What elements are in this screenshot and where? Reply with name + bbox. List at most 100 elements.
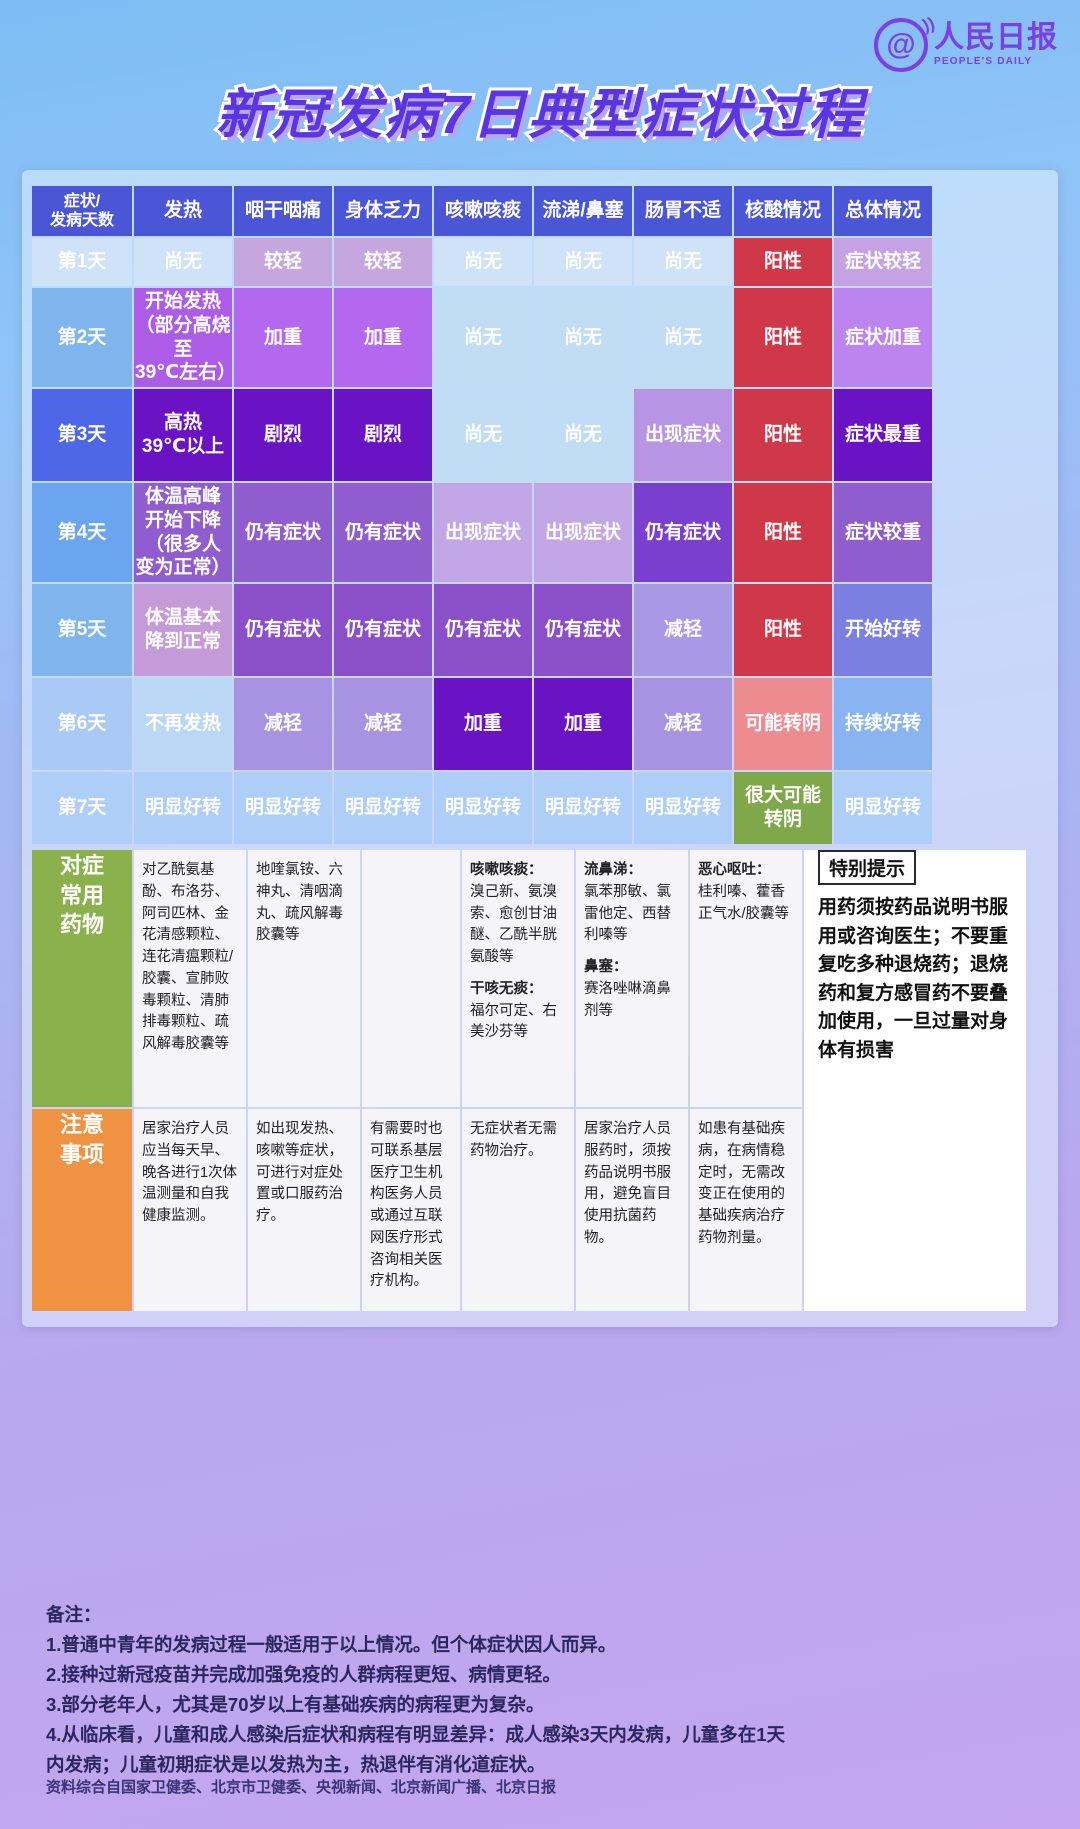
meds-subhead: 干咳无痰： <box>470 980 543 997</box>
cell-gi: 减轻 <box>634 678 732 770</box>
table-row: 第2天 开始发热 （部分高烧至 39℃左右） 加重 加重 尚无 尚无 尚无 阳性… <box>32 288 932 387</box>
day-label: 第3天 <box>32 389 132 481</box>
notice-fatigue: 有需要时也可联系基层医疗卫生机构医务人员或通过互联网医疗形式咨询相关医疗机构。 <box>362 1109 460 1311</box>
header-cell-overall: 总体情况 <box>834 186 932 236</box>
notice-label-line: 事项 <box>59 1141 104 1167</box>
meds-label-line: 常用 <box>59 882 104 908</box>
notes-heading: 备注： <box>46 1604 102 1625</box>
tip-title: 特别提示 <box>818 850 917 885</box>
cell-fever: 明显好转 <box>134 772 232 844</box>
logo-cn: 人民日报 <box>934 21 1058 54</box>
symptom-table: 症状/ 发病天数 发热 咽干咽痛 身体乏力 咳嗽咳痰 流涕/鼻塞 肠胃不适 核酸… <box>30 184 934 846</box>
cell-line: 开始发热 <box>144 291 221 312</box>
cell-fever: 体温基本 降到正常 <box>134 584 232 676</box>
cell-overall: 症状较重 <box>834 483 932 582</box>
cell-fatigue: 剧烈 <box>334 389 432 481</box>
notice-runnynose: 居家治疗人员服药时，须按药品说明书服用，避免盲目使用抗菌药物。 <box>576 1109 688 1311</box>
cell-throat: 仍有症状 <box>234 584 332 676</box>
cell-overall: 持续好转 <box>834 678 932 770</box>
header-cell-runnynose: 流涕/鼻塞 <box>534 186 632 236</box>
peoples-daily-logo: @ )) 人民日报 PEOPLE'S DAILY <box>874 14 1058 72</box>
meds-notice-table: 对症 常用 药物 对乙酰氨基酚、布洛芬、阿司匹林、金花清感颗粒、连花清瘟颗粒/胶… <box>30 848 1028 1313</box>
table-row: 第6天 不再发热 减轻 减轻 加重 加重 减轻 可能转阴 持续好转 <box>32 678 932 770</box>
cell-gi: 尚无 <box>634 238 732 286</box>
header-line-2: 发病天数 <box>49 212 114 229</box>
cell-throat: 仍有症状 <box>234 483 332 582</box>
cell-pcr: 阳性 <box>734 389 832 481</box>
cell-fatigue: 仍有症状 <box>334 483 432 582</box>
meds-row: 对症 常用 药物 对乙酰氨基酚、布洛芬、阿司匹林、金花清感颗粒、连花清瘟颗粒/胶… <box>32 850 1026 1311</box>
cell-runnynose: 明显好转 <box>534 772 632 844</box>
cell-overall: 明显好转 <box>834 772 932 844</box>
cell-pcr: 阳性 <box>734 238 832 286</box>
meds-subhead: 鼻塞： <box>584 959 628 975</box>
note-line: 3.部分老年人，尤其是70岁以上有基础疾病的病程更为复杂。 <box>46 1693 545 1715</box>
note-line: 1.普通中青年的发病过程一般适用于以上情况。但个体症状因人而异。 <box>46 1633 617 1655</box>
table-row: 第5天 体温基本 降到正常 仍有症状 仍有症状 仍有症状 仍有症状 减轻 阳性 … <box>32 584 932 676</box>
cell-fever: 高热 39℃以上 <box>134 389 232 481</box>
logo-en: PEOPLE'S DAILY <box>934 56 1033 67</box>
cell-overall: 症状加重 <box>834 288 932 387</box>
notice-fever: 居家治疗人员应当每天早、晚各进行1次体温测量和自我健康监测。 <box>134 1109 246 1311</box>
wave-icon: )) <box>920 13 937 36</box>
cell-runnynose: 尚无 <box>534 288 632 387</box>
cell-fever: 不再发热 <box>134 678 232 770</box>
infographic-card: 症状/ 发病天数 发热 咽干咽痛 身体乏力 咳嗽咳痰 流涕/鼻塞 肠胃不适 核酸… <box>22 170 1058 1327</box>
meds-cough: 咳嗽咳痰： 溴己新、氨溴索、愈创甘油醚、乙酰半胱氨酸等 干咳无痰： 福尔可定、右… <box>462 850 574 1107</box>
special-tip-box: 特别提示 用药须按药品说明书服用或咨询医生；不要重复吃多种退烧药；退烧药和复方感… <box>804 850 1026 1311</box>
tip-body: 用药须按药品说明书服用或咨询医生；不要重复吃多种退烧药；退烧药和复方感冒药不要叠… <box>818 897 1009 1061</box>
cell-fatigue: 加重 <box>334 288 432 387</box>
page-title: 新冠发病7日典型症状过程 <box>213 82 865 148</box>
cell-gi: 明显好转 <box>634 772 732 844</box>
meds-subhead: 恶心呕吐： <box>698 862 771 878</box>
table-row: 第1天 尚无 较轻 较轻 尚无 尚无 尚无 阳性 症状较轻 <box>32 238 932 286</box>
meds-subhead: 流鼻涕： <box>584 862 642 878</box>
cell-fatigue: 减轻 <box>334 678 432 770</box>
header-line-1: 症状/ <box>63 192 101 210</box>
cell-throat: 剧烈 <box>234 389 332 481</box>
cell-runnynose: 仍有症状 <box>534 584 632 676</box>
day-label: 第6天 <box>32 678 132 770</box>
cell-line: 体温高峰 <box>144 486 221 507</box>
notice-gi: 如患有基础疾病，在病情稳定时，无需改变正在使用的基础疾病治疗药物剂量。 <box>690 1109 802 1311</box>
day-label: 第1天 <box>32 238 132 286</box>
cell-pcr: 阳性 <box>734 483 832 582</box>
table-row: 第4天 体温高峰 开始下降 （很多人 变为正常） 仍有症状 仍有症状 出现症状 … <box>32 483 932 582</box>
cell-gi: 仍有症状 <box>634 483 732 582</box>
meds-fatigue-empty <box>362 850 460 1107</box>
cell-cough: 仍有症状 <box>434 584 532 676</box>
cell-gi: 减轻 <box>634 584 732 676</box>
cell-throat: 明显好转 <box>234 772 332 844</box>
cell-cough: 尚无 <box>434 389 532 481</box>
meds-text: 桂利嗪、藿香正气水/胶囊等 <box>698 883 790 922</box>
notice-row: 注意 事项 居家治疗人员应当每天早、晚各进行1次体温测量和自我健康监测。 如出现… <box>32 1109 1026 1311</box>
cell-cough: 加重 <box>434 678 532 770</box>
cell-runnynose: 加重 <box>534 678 632 770</box>
cell-fever: 开始发热 （部分高烧至 39℃左右） <box>134 288 237 387</box>
at-icon: @ )) <box>874 14 937 72</box>
cell-line: 39℃左右） <box>135 362 237 384</box>
header-cell-fever: 发热 <box>134 186 232 236</box>
cell-line: 39℃以上 <box>141 436 225 457</box>
header-cell-fatigue: 身体乏力 <box>334 186 432 236</box>
cell-fatigue: 明显好转 <box>334 772 432 844</box>
cell-runnynose: 出现症状 <box>534 483 632 582</box>
cell-line: 开始下降 <box>144 509 221 531</box>
meds-throat: 地喹氯铵、六神丸、清咽滴丸、疏风解毒胶囊等 <box>248 850 360 1107</box>
cell-pcr: 阳性 <box>734 584 832 676</box>
meds-subhead: 咳嗽咳痰： <box>470 862 543 878</box>
cell-fever: 尚无 <box>134 238 232 286</box>
notice-throat: 如出现发热、咳嗽等症状，可进行对症处置或口服药治疗。 <box>248 1109 360 1311</box>
header-cell-throat: 咽干咽痛 <box>234 186 332 236</box>
lower-section: 对症 常用 药物 对乙酰氨基酚、布洛芬、阿司匹林、金花清感颗粒、连花清瘟颗粒/胶… <box>30 848 1026 1313</box>
cell-pcr: 很大可能 转阴 <box>734 772 832 844</box>
notice-cough: 无症状者无需药物治疗。 <box>462 1109 574 1311</box>
meds-fever: 对乙酰氨基酚、布洛芬、阿司匹林、金花清感颗粒、连花清瘟颗粒/胶囊、宣肺败毒颗粒、… <box>134 850 246 1107</box>
cell-overall: 症状最重 <box>834 389 932 481</box>
notice-label-line: 注意 <box>59 1112 104 1137</box>
cell-runnynose: 尚无 <box>534 389 632 481</box>
header-cell-pcr: 核酸情况 <box>734 186 832 236</box>
cell-overall: 症状较轻 <box>834 238 932 286</box>
day-label: 第7天 <box>32 772 132 844</box>
cell-throat: 加重 <box>234 288 332 387</box>
